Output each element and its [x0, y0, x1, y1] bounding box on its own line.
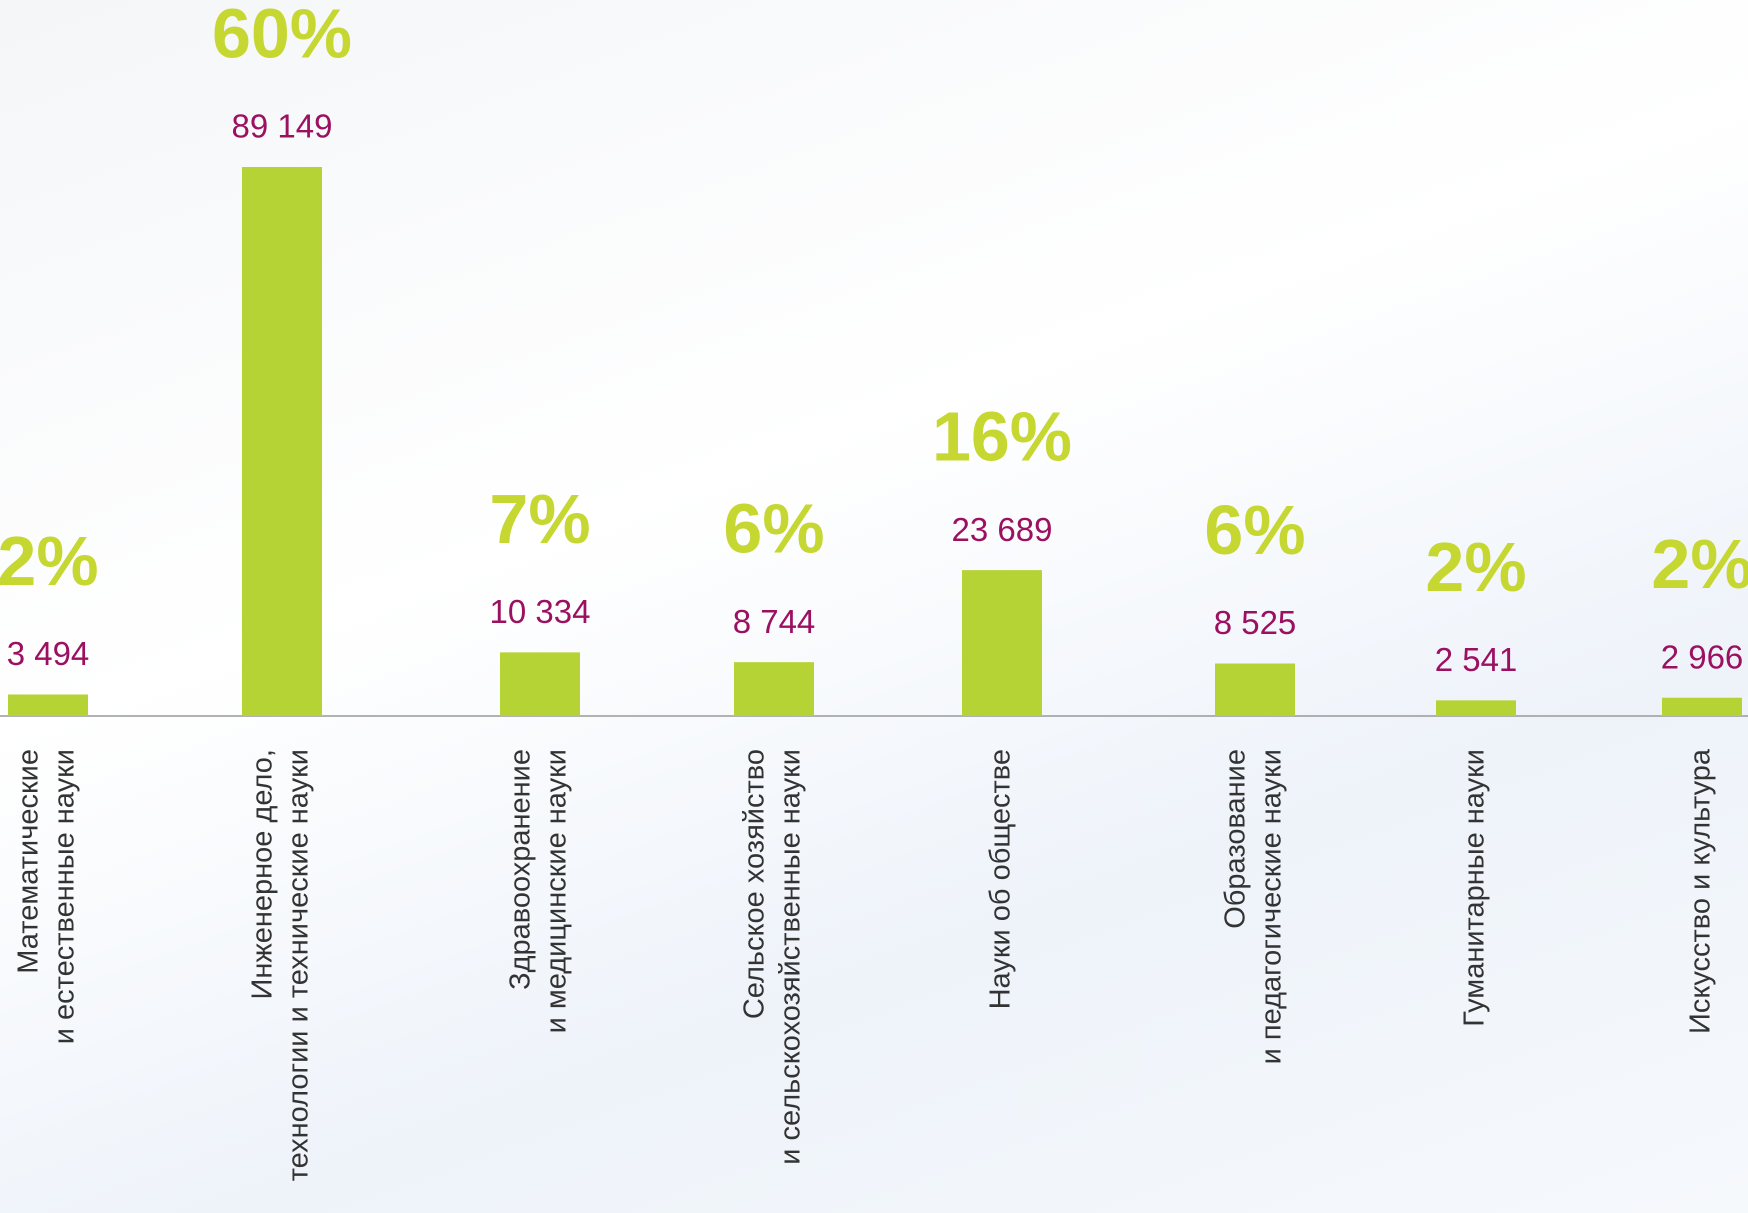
value-label: 23 689 [952, 511, 1053, 548]
value-label: 89 149 [232, 108, 333, 145]
value-label: 10 334 [490, 593, 591, 630]
category-label: и медицинские науки [541, 749, 573, 1033]
value-label: 8 744 [733, 603, 816, 640]
value-label: 8 525 [1214, 604, 1297, 641]
bar [962, 570, 1042, 716]
share-label: 2% [1425, 528, 1526, 606]
share-label: 2% [0, 522, 99, 600]
category-label: и сельскохозяйственные науки [775, 749, 807, 1165]
category-label: Искусство и культура [1685, 748, 1717, 1034]
category-label: и естественные науки [49, 749, 81, 1044]
bar [734, 662, 814, 716]
value-label: 3 494 [7, 635, 90, 672]
share-label: 6% [723, 490, 824, 568]
bar [500, 652, 580, 716]
category-label: Математические [13, 749, 45, 974]
value-label: 2 966 [1661, 638, 1744, 675]
bar [1215, 663, 1295, 716]
category-label: и педагогические науки [1256, 749, 1288, 1064]
category-label: Науки об обществе [985, 749, 1017, 1009]
bar [8, 694, 88, 716]
value-label: 2 541 [1435, 641, 1518, 678]
category-label: Инженерное дело, [247, 749, 279, 1000]
category-label: Здравоохранение [505, 749, 537, 990]
share-label: 7% [489, 480, 590, 558]
share-label: 16% [932, 398, 1072, 476]
category-label: Образование [1220, 749, 1252, 929]
share-label: 2% [1651, 525, 1748, 603]
bar [242, 167, 322, 716]
bar [1662, 697, 1742, 716]
category-label: Гуманитарные науки [1459, 749, 1491, 1027]
share-label: 6% [1204, 491, 1305, 569]
category-label: Сельское хозяйство [739, 749, 771, 1019]
category-label: технологии и технические науки [283, 749, 315, 1181]
bar [1436, 700, 1516, 716]
share-label: 60% [212, 0, 352, 72]
